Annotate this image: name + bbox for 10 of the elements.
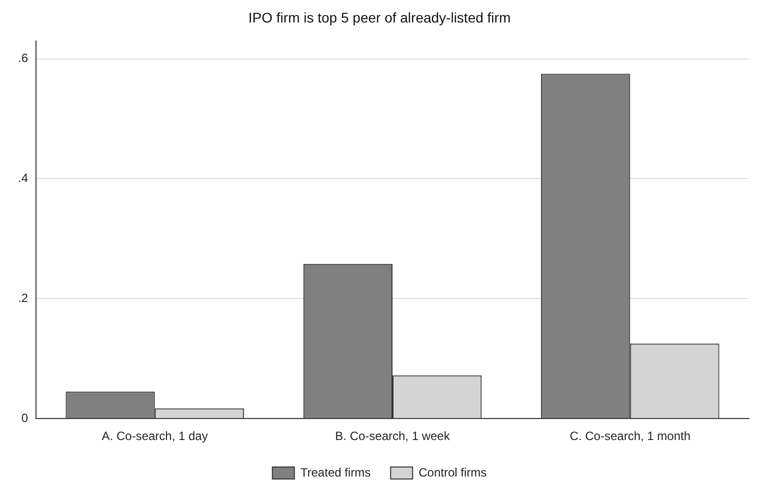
x-tick-label: A. Co-search, 1 day [102, 429, 208, 444]
legend-label: Treated firms [300, 465, 371, 480]
legend-label: Control firms [418, 465, 487, 480]
x-tick-label: C. Co-search, 1 month [570, 429, 691, 444]
y-tick-label: .2 [18, 290, 28, 305]
y-tick-label: .6 [18, 51, 28, 66]
y-tick-label: 0 [21, 410, 28, 425]
y-tick-label: .4 [18, 171, 28, 186]
chart-title: IPO firm is top 5 peer of already-listed firm [248, 9, 511, 26]
x-tick-label: B. Co-search, 1 week [335, 429, 451, 444]
